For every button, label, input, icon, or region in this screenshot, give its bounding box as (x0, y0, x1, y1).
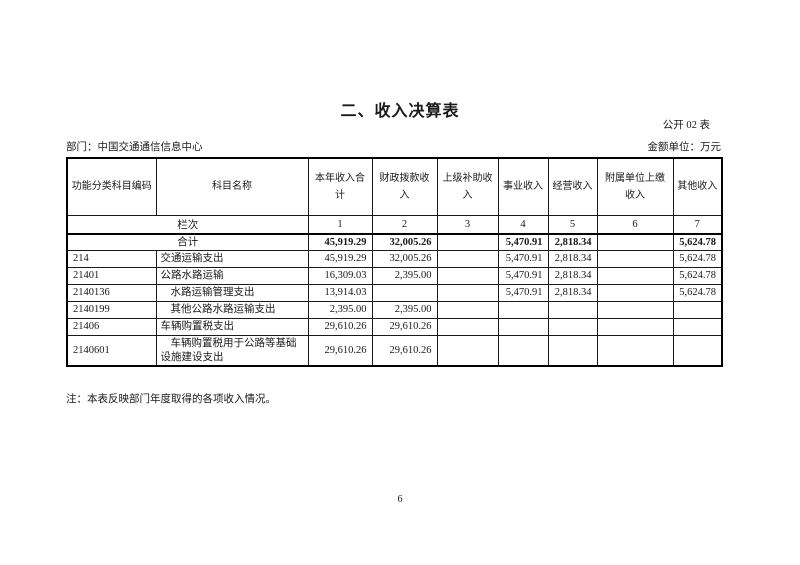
table-row: 21406 车辆购置税支出 29,610.26 29,610.26 (66, 318, 723, 337)
total-row-label: 合计 (66, 232, 309, 252)
col-header-operating-income: 经营收入 (547, 157, 598, 216)
unit-label: 金额单位：万元 (647, 142, 722, 153)
row-value-cell: 2,818.34 (547, 267, 598, 286)
row-value-cell (497, 335, 549, 367)
row-value-cell: 29,610.26 (371, 335, 438, 367)
col-header-affiliate-remit: 附属单位上缴收入 (596, 157, 674, 216)
row-value-cell (596, 301, 674, 320)
total-value-cell: 32,005.26 (371, 232, 438, 252)
row-value-cell: 29,610.26 (371, 318, 438, 337)
page-number: 6 (397, 494, 403, 505)
table-row: 2140199 其他公路水路运输支出 2,395.00 2,395.00 (66, 301, 723, 320)
row-value-cell: 2,818.34 (547, 250, 598, 269)
row-value-cell (672, 318, 723, 337)
row-value-cell: 5,624.78 (672, 284, 723, 303)
col-header-subject-name: 科目名称 (155, 157, 309, 216)
row-value-cell (436, 284, 499, 303)
row-code: 21401 (66, 267, 157, 286)
row-subject-name: 其他公路水路运输支出 (155, 301, 309, 320)
row-value-cell (371, 284, 438, 303)
row-value-cell: 5,624.78 (672, 267, 723, 286)
row-value-cell (497, 318, 549, 337)
row-value-cell (672, 335, 723, 367)
column-index-cell: 6 (596, 214, 674, 235)
row-value-cell: 5,624.78 (672, 250, 723, 269)
col-header-function-code: 功能分类科目编码 (66, 157, 157, 216)
row-value-cell (672, 301, 723, 320)
row-subject-name: 水路运输管理支出 (155, 284, 309, 303)
row-value-cell (547, 301, 598, 320)
row-subject-name: 交通运输支出 (155, 250, 309, 269)
row-value-cell: 2,818.34 (547, 284, 598, 303)
revenue-table: 功能分类科目编码 科目名称 本年收入合计 财政拨款收入 上级补助收入 事业收入 … (66, 157, 723, 368)
total-value-cell: 5,624.78 (672, 232, 723, 252)
row-code: 214 (66, 250, 157, 269)
table-note: 注：本表反映部门年度取得的各项收入情况。 (66, 394, 276, 405)
row-value-cell: 16,309.03 (307, 267, 373, 286)
column-index-cell: 1 (307, 214, 373, 235)
row-value-cell: 13,914.03 (307, 284, 373, 303)
row-code: 21406 (66, 318, 157, 337)
row-code: 2140136 (66, 284, 157, 303)
row-value-cell: 5,470.91 (497, 250, 549, 269)
column-index-cell: 2 (371, 214, 438, 235)
row-value-cell (436, 318, 499, 337)
row-value-cell (436, 301, 499, 320)
column-index-row: 栏次 1 2 3 4 5 6 7 (66, 214, 723, 235)
row-value-cell (497, 301, 549, 320)
table-meta-row: 部门：中国交通通信信息中心 金额单位：万元 (66, 139, 721, 154)
row-code: 2140601 (66, 335, 157, 367)
total-value-cell: 45,919.29 (307, 232, 373, 252)
total-value-cell: 2,818.34 (547, 232, 598, 252)
row-value-cell (596, 318, 674, 337)
row-subject-name: 车辆购置税支出 (155, 318, 309, 337)
table-row: 2140136 水路运输管理支出 13,914.03 5,470.91 2,818.34… (66, 284, 723, 303)
row-value-cell (547, 335, 598, 367)
row-value-cell: 45,919.29 (307, 250, 373, 269)
row-value-cell (547, 318, 598, 337)
row-code: 2140199 (66, 301, 157, 320)
column-index-cell: 3 (436, 214, 499, 235)
row-value-cell (436, 267, 499, 286)
row-value-cell (596, 284, 674, 303)
row-value-cell (596, 335, 674, 367)
column-index-cell: 7 (672, 214, 723, 235)
column-index-cell: 4 (497, 214, 549, 235)
row-value-cell: 5,470.91 (497, 284, 549, 303)
col-header-superior-subsidy: 上级补助收入 (436, 157, 499, 216)
row-value-cell: 2,395.00 (371, 267, 438, 286)
row-subject-name: 车辆购置税用于公路等基础设施建设支出 (155, 335, 309, 367)
table-row: 2140601 车辆购置税用于公路等基础设施建设支出 29,610.26 29,610… (66, 335, 723, 367)
row-value-cell: 2,395.00 (371, 301, 438, 320)
department-label: 部门：中国交通通信信息中心 (66, 142, 203, 153)
row-value-cell (436, 250, 499, 269)
table-row: 21401 公路水路运输 16,309.03 2,395.00 5,470.91 2,81… (66, 267, 723, 286)
row-subject-name: 公路水路运输 (155, 267, 309, 286)
row-value-cell (596, 267, 674, 286)
row-value-cell: 29,610.26 (307, 335, 373, 367)
table-code-label: 公开 02 表 (662, 120, 710, 131)
total-value-cell (596, 232, 674, 252)
col-header-fiscal-grant: 财政拨款收入 (371, 157, 438, 216)
total-value-cell (436, 232, 499, 252)
table-row: 214 交通运输支出 45,919.29 32,005.26 5,470.91 2,818… (66, 250, 723, 269)
row-value-cell (436, 335, 499, 367)
col-header-year-total: 本年收入合计 (307, 157, 373, 216)
row-value-cell: 5,470.91 (497, 267, 549, 286)
row-value-cell (596, 250, 674, 269)
row-value-cell: 32,005.26 (371, 250, 438, 269)
col-header-other-income: 其他收入 (672, 157, 723, 216)
table-header-row: 功能分类科目编码 科目名称 本年收入合计 财政拨款收入 上级补助收入 事业收入 … (66, 157, 723, 216)
total-value-cell: 5,470.91 (497, 232, 549, 252)
row-value-cell: 29,610.26 (307, 318, 373, 337)
row-value-cell: 2,395.00 (307, 301, 373, 320)
column-index-cell: 5 (547, 214, 598, 235)
page-title: 二、收入决算表 (340, 102, 460, 120)
table-total-row: 合计 45,919.29 32,005.26 5,470.91 2,818.34… (66, 232, 723, 252)
col-header-business-income: 事业收入 (497, 157, 549, 216)
column-index-label: 栏次 (66, 214, 309, 235)
